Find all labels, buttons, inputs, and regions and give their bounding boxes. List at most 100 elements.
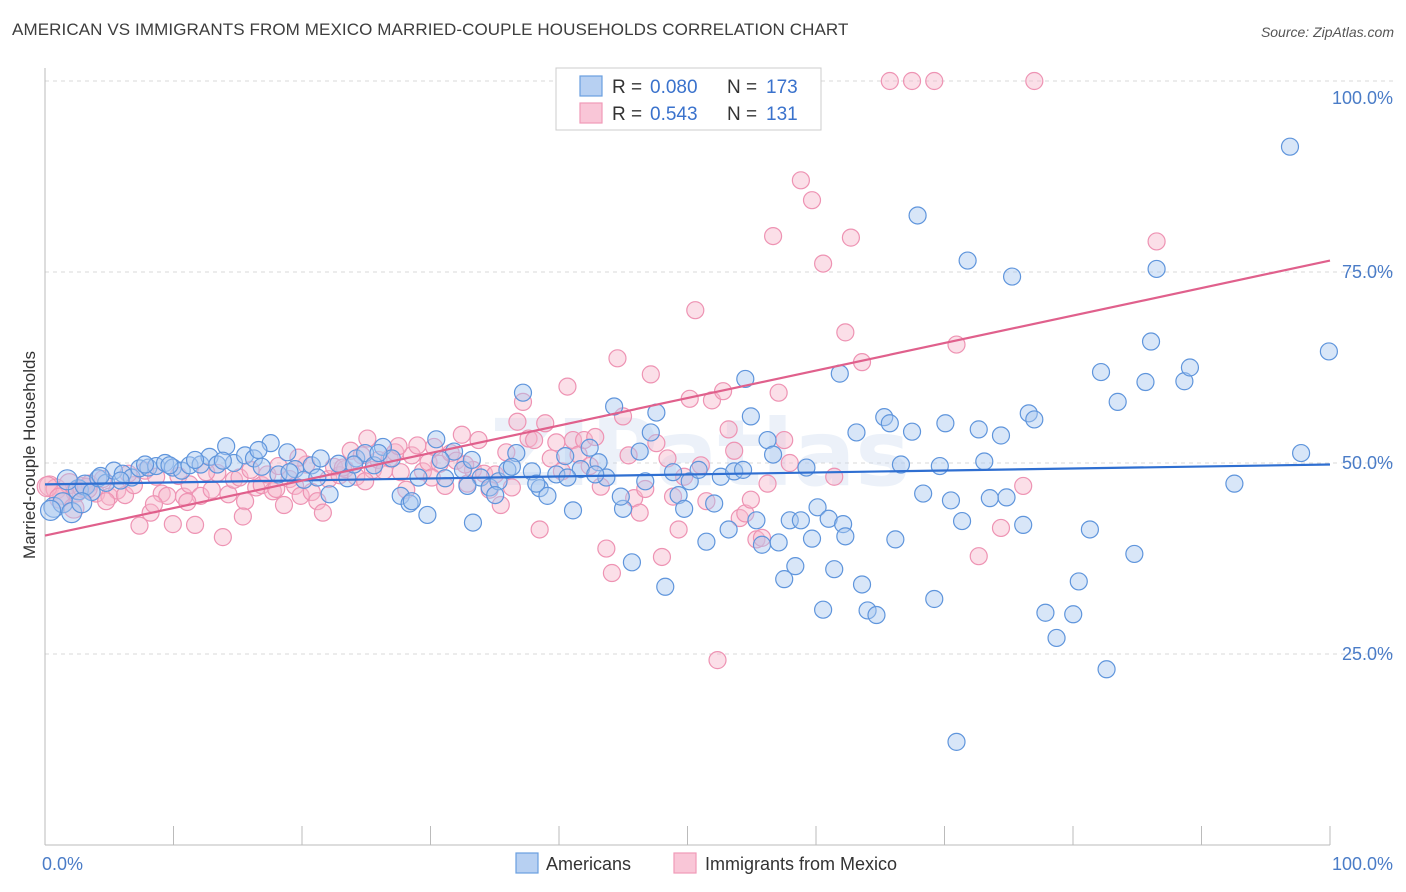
immigrants-point [708,651,727,670]
source-credit: Source: ZipAtlas.com [1260,24,1394,40]
immigrants-point [641,365,660,384]
americans-point [902,422,922,441]
immigrants-point [758,474,777,493]
americans-point [431,450,450,470]
americans-point [880,414,899,433]
americans-point [311,449,330,468]
americans-point [991,426,1011,445]
immigrants-point [358,429,377,448]
immigrants-point [530,520,549,539]
immigrants-point [491,495,510,515]
americans-point [741,407,760,426]
americans-point [185,450,205,470]
americans-point [975,452,994,471]
immigrants-point [558,377,577,396]
americans-point [836,527,855,546]
legend-bottom-immigrants: Immigrants from Mexico [705,854,897,874]
immigrants-point [658,449,677,468]
americans-point [997,488,1016,507]
americans-point [91,466,110,486]
y-tick-label-25: 25.0% [1342,644,1393,664]
immigrants-point [752,528,772,547]
americans-point [656,577,675,596]
immigrants-point [925,71,944,91]
americans-point [952,511,972,531]
immigrants-point [608,349,627,368]
chart-title: AMERICAN VS IMMIGRANTS FROM MEXICO MARRI… [12,20,849,39]
x-tick-label-min: 0.0% [42,854,83,874]
americans-point [320,485,339,504]
americans-point [1025,410,1044,429]
y-tick-label-50: 50.0% [1342,453,1393,473]
americans-point [252,457,271,476]
americans-point [1147,259,1166,279]
immigrants-point [541,449,560,468]
americans-point [1141,332,1161,351]
americans-point [1175,372,1194,391]
immigrants-point [1147,232,1166,251]
legend-top: R = 0.080 N = 173 R = 0.543 N = 131 [555,67,822,131]
immigrants-point [814,254,833,273]
immigrants-point [719,420,738,439]
immigrants-point [763,226,783,246]
legend-top-r-label-1: R = [612,77,642,98]
immigrants-point [791,171,810,190]
americans-point [1180,358,1200,377]
americans-point [711,467,730,486]
watermark: ZIPatlas [490,400,910,507]
immigrants-point [841,228,861,247]
americans-point [1319,342,1338,361]
americans-point [217,437,236,456]
americans-point [980,489,999,508]
legend-top-r-value-1: 0.080 [650,77,698,98]
immigrants-point [736,504,755,523]
americans-point [891,455,911,474]
legend-top-r-label-2: R = [612,104,642,125]
americans-point [947,732,966,751]
immigrants-point [130,516,149,535]
americans-point [1014,515,1033,534]
immigrants-point [586,427,605,447]
americans-point [1091,362,1111,382]
trend-lines [44,259,1331,537]
americans-point [808,498,827,517]
immigrants-point [647,434,666,453]
americans-point [852,575,872,594]
immigrants-point [408,436,427,455]
americans-point [622,553,642,572]
americans-point [791,511,810,530]
americans-point [886,530,905,549]
legend-bottom-swatch-immigrants [673,852,697,874]
americans-point [1225,474,1244,493]
immigrants-point [178,492,197,512]
immigrants-point [741,490,760,509]
immigrants-point [1014,476,1033,496]
immigrants-point [597,539,616,558]
americans-point [71,492,93,514]
immigrants-point [508,412,527,431]
americans-point [558,468,577,487]
americans-point [641,423,660,442]
legend-top-swatch-immigrants [579,102,603,124]
immigrants-point [525,430,544,450]
immigrants-point [602,563,622,583]
legend-bottom-swatch-americans [515,852,539,874]
americans-point [825,560,844,579]
americans-point [769,533,788,552]
americans-point [427,430,446,449]
immigrants-point [619,446,638,465]
americans-point [369,443,388,463]
americans-trend-line [44,463,1331,486]
americans-point [507,443,526,463]
immigrants-trend-line [44,259,1331,537]
y-axis-label: Married-couple Households [20,351,39,559]
immigrants-point [769,383,788,402]
americans-point [1002,267,1022,286]
americans-point [556,447,575,466]
legend-top-n-label-2: N = [727,104,757,125]
americans-point [1080,520,1099,539]
immigrants-point [391,463,410,482]
americans-point [1047,628,1066,648]
americans-point [763,445,783,464]
immigrants-point [313,503,332,522]
